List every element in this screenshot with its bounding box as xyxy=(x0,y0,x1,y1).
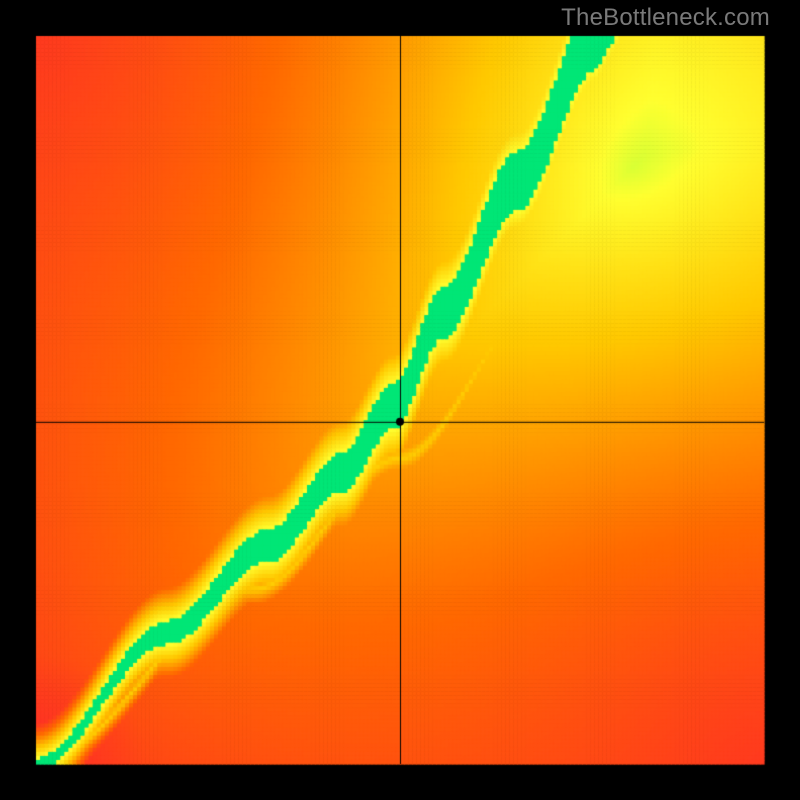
heatmap-canvas xyxy=(0,0,800,800)
watermark-text: TheBottleneck.com xyxy=(561,4,770,32)
chart-container: TheBottleneck.com xyxy=(0,0,800,800)
